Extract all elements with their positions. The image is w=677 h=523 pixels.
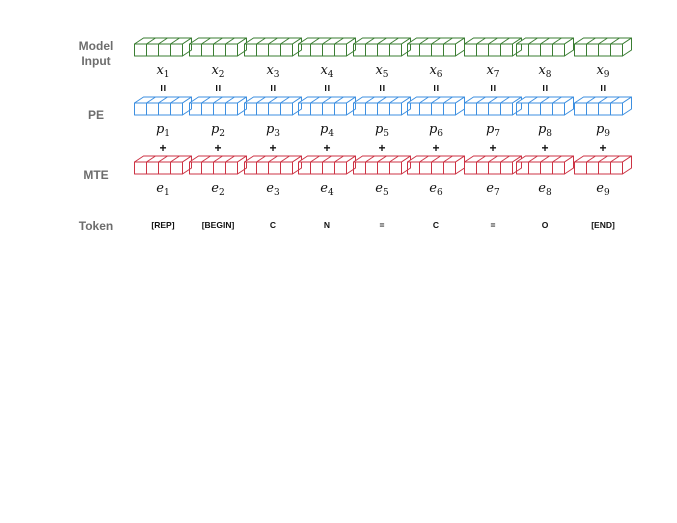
model-input-block-3 [244,37,302,57]
plus-operator-5: + [378,141,385,155]
mte-var-label-2: e2 [211,181,224,198]
model-input-var-label-8: x8 [538,63,551,80]
column-2: x2 p2 e2 = + [BEGIN] [189,37,247,230]
row-label-token: Token [79,219,113,233]
model-input-var-label-7: x7 [486,63,499,80]
pe-block-4 [298,96,356,116]
column-7: x7 p7 e7 = + = [464,37,522,230]
plus-operator-2: + [214,141,221,155]
token-label-8: O [542,220,549,230]
mte-var-label-7: e7 [486,181,500,198]
row-label-model-input-line2: Input [81,54,110,68]
mte-block-9 [574,155,632,175]
pe-block-6 [407,96,465,116]
mte-block-5 [353,155,411,175]
row-label-pe: PE [88,108,104,122]
pe-block-8 [516,96,574,116]
equals-operator-6: = [429,84,443,91]
pe-block-7 [464,96,522,116]
pe-var-label-8: p8 [538,122,552,139]
mte-var-label-4: e4 [320,181,334,198]
column-5: x5 p5 e5 = + = [353,37,411,230]
pe-block-2 [189,96,247,116]
equals-operator-3: = [266,84,280,91]
model-input-block-2 [189,37,247,57]
mte-var-label-5: e5 [375,181,389,198]
equals-operator-9: = [596,84,610,91]
model-input-block-9 [574,37,632,57]
plus-operator-7: + [489,141,496,155]
pe-var-label-6: p6 [429,122,443,139]
pe-block-5 [353,96,411,116]
pe-block-1 [134,96,192,116]
equals-operator-2: = [211,84,225,91]
plus-operator-3: + [269,141,276,155]
pe-var-label-5: p5 [375,122,389,139]
pe-block-3 [244,96,302,116]
row-label-mte: MTE [83,168,108,182]
model-input-block-5 [353,37,411,57]
column-8: x8 p8 e8 = + O [516,37,574,230]
plus-operator-4: + [323,141,330,155]
mte-block-8 [516,155,574,175]
model-input-block-6 [407,37,465,57]
column-9: x9 p9 e9 = + [END] [574,37,632,230]
model-input-var-label-3: x3 [266,63,279,80]
mte-var-label-8: e8 [538,181,552,198]
mte-var-label-1: e1 [156,181,169,198]
pe-block-9 [574,96,632,116]
model-input-block-8 [516,37,574,57]
pe-var-label-4: p4 [320,122,334,139]
token-label-1: [REP] [151,220,174,230]
token-label-7: = [491,220,496,230]
token-label-9: [END] [591,220,615,230]
model-input-var-label-1: x1 [156,63,169,80]
model-input-var-label-9: x9 [596,63,609,80]
equals-operator-7: = [486,84,500,91]
plus-operator-1: + [159,141,166,155]
token-label-6: C [433,220,439,230]
model-input-block-4 [298,37,356,57]
equals-operator-1: = [156,84,170,91]
mte-block-6 [407,155,465,175]
column-1: x1 p1 e1 = + [REP] [134,37,192,230]
pe-var-label-7: p7 [486,122,500,139]
row-label-model-input-line1: Model [79,39,114,53]
equals-operator-4: = [320,84,334,91]
column-4: x4 p4 e4 = + N [298,37,356,230]
plus-operator-8: + [541,141,548,155]
mte-block-7 [464,155,522,175]
column-3: x3 p3 e3 = + C [244,37,302,230]
plus-operator-6: + [432,141,439,155]
mte-block-3 [244,155,302,175]
mte-var-label-3: e3 [266,181,280,198]
mte-block-1 [134,155,192,175]
mte-var-label-9: e9 [596,181,610,198]
model-input-var-label-5: x5 [375,63,388,80]
equals-operator-8: = [538,84,552,91]
pe-var-label-2: p2 [211,122,225,139]
mte-block-2 [189,155,247,175]
token-label-2: [BEGIN] [202,220,235,230]
pe-var-label-3: p3 [266,122,280,139]
equals-operator-5: = [375,84,389,91]
model-input-block-7 [464,37,522,57]
columns-layer: x1 p1 e1 = + [REP] x2 p2 e2 = + [BEGIN] x3 p3 e3 = + Cx4 p… [134,37,632,230]
token-label-4: N [324,220,330,230]
pe-var-label-1: p1 [156,122,170,139]
model-input-var-label-4: x4 [320,63,333,80]
mte-block-4 [298,155,356,175]
mte-var-label-6: e6 [429,181,443,198]
plus-operator-9: + [599,141,606,155]
model-input-block-1 [134,37,192,57]
token-label-3: C [270,220,276,230]
model-input-var-label-2: x2 [211,63,224,80]
token-label-5: = [380,220,385,230]
pe-var-label-9: p9 [596,122,610,139]
model-input-var-label-6: x6 [429,63,442,80]
column-6: x6 p6 e6 = + C [407,37,465,230]
